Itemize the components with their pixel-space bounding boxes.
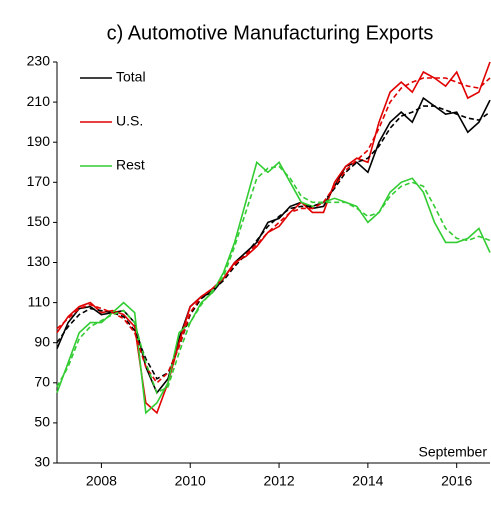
annotation: September bbox=[419, 444, 488, 460]
series-line bbox=[56, 160, 491, 415]
y-tick-label: 230 bbox=[27, 53, 51, 69]
y-tick-label: 150 bbox=[27, 213, 51, 229]
y-tick-label: 110 bbox=[28, 293, 51, 309]
y-tick-label: 90 bbox=[34, 333, 50, 349]
trend-line bbox=[56, 165, 491, 394]
series-line bbox=[56, 96, 491, 395]
chart-title: c) Automotive Manufacturing Exports bbox=[107, 22, 434, 44]
y-tick-label: 190 bbox=[27, 133, 51, 149]
y-tick-label: 50 bbox=[34, 414, 50, 430]
legend-label: Total bbox=[116, 69, 146, 85]
y-tick-label: 130 bbox=[27, 253, 51, 269]
x-tick-label: 2012 bbox=[263, 473, 294, 489]
y-tick-label: 70 bbox=[34, 374, 50, 390]
y-tick-label: 170 bbox=[27, 173, 51, 189]
series-line bbox=[56, 61, 491, 415]
x-tick-label: 2016 bbox=[441, 473, 472, 489]
x-tick-label: 2008 bbox=[86, 473, 117, 489]
trend-line bbox=[56, 105, 491, 380]
x-tick-label: 2014 bbox=[352, 473, 383, 489]
legend-label: Rest bbox=[116, 157, 145, 173]
y-tick-label: 210 bbox=[27, 93, 51, 109]
x-tick-label: 2010 bbox=[175, 473, 206, 489]
legend-label: U.S. bbox=[116, 113, 143, 129]
y-tick-label: 30 bbox=[34, 454, 50, 470]
